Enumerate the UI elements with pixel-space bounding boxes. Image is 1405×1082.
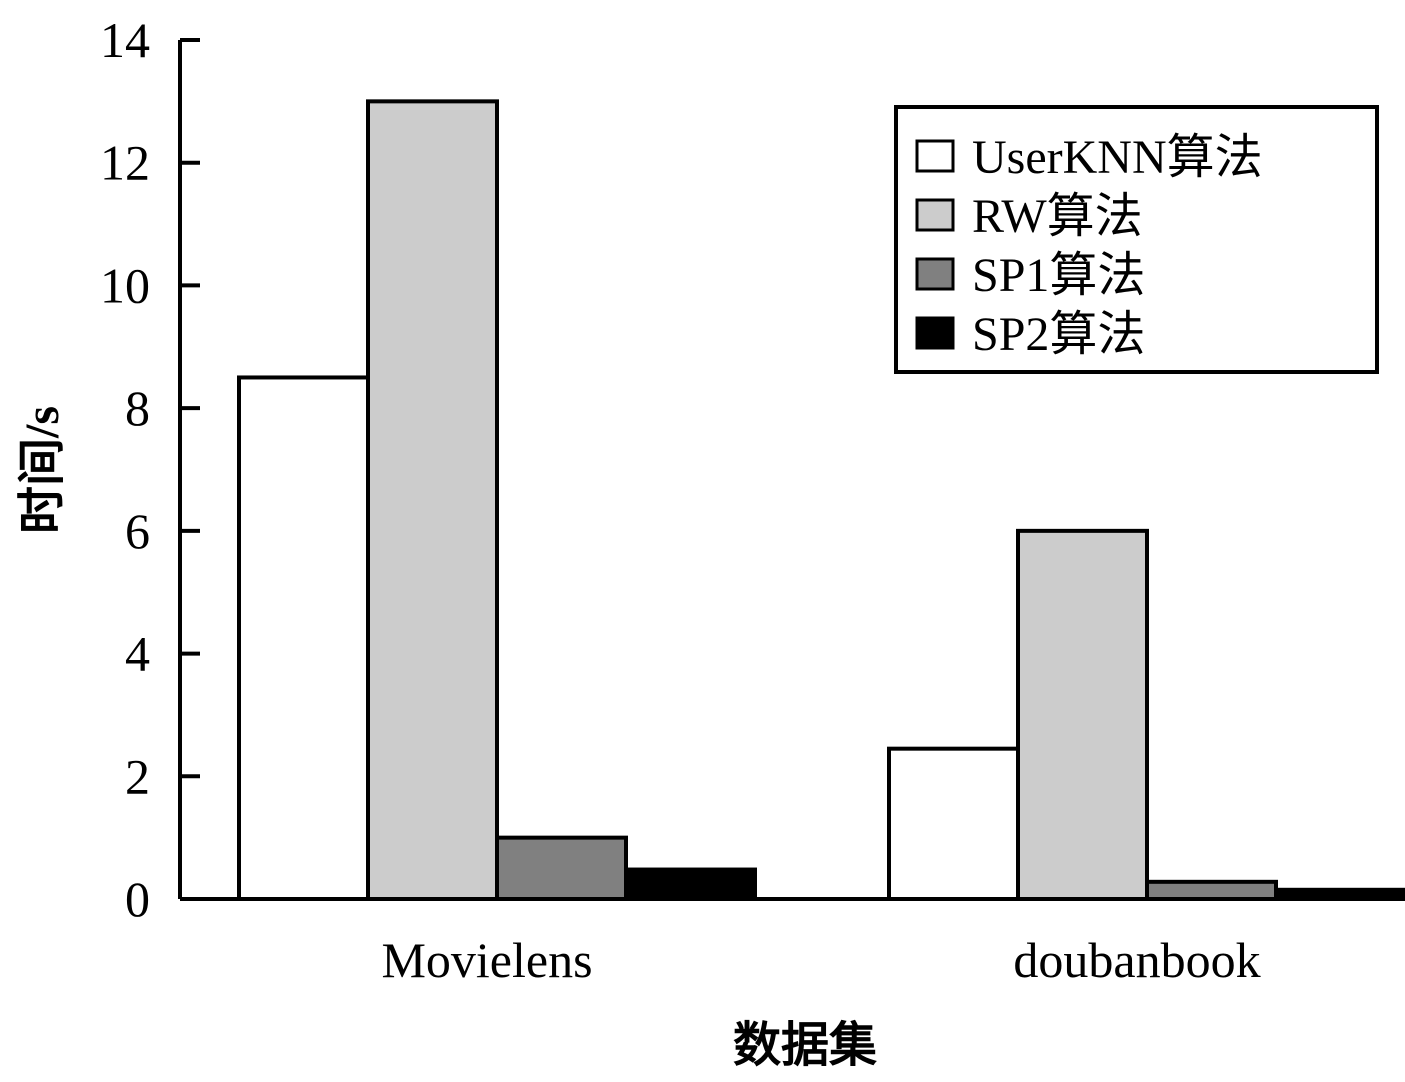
legend-swatch [915,257,955,291]
legend-frame [894,105,1379,374]
x-category-label: Movielens [381,932,592,988]
y-tick-label: 0 [125,871,150,927]
legend: UserKNN算法 RW算法 SP1算法 SP2算法 [894,105,1379,374]
y-tick-label: 8 [125,380,150,436]
bar-1-0 [887,746,1020,901]
legend-swatch [915,139,955,173]
x-category-labels: Movielens doubanbook [381,932,1260,988]
x-axis-title: 数据集 [733,1019,877,1072]
y-tick-label: 6 [125,503,150,559]
legend-label: UserKNN算法 [972,131,1263,184]
legend-label: RW算法 [972,190,1143,243]
y-tick-label: 2 [125,748,150,804]
y-tick-label: 4 [125,626,150,682]
x-category-label: doubanbook [1013,932,1260,988]
legend-label: SP2算法 [972,308,1145,361]
bar-0-3 [624,867,757,902]
y-tick-label: 12 [100,135,150,191]
y-tick-label: 10 [100,257,150,313]
bar-0-1 [366,99,499,902]
legend-swatch [915,198,955,232]
y-ticks: 0 2 4 6 8 10 12 14 [100,12,200,927]
bar-1-2 [1145,879,1278,902]
bar-0-0 [237,375,370,901]
axes-layer [178,40,1405,901]
bar-1-1 [1016,528,1149,901]
legend-items: UserKNN算法 RW算法 SP1算法 SP2算法 [915,131,1263,361]
y-tick-label: 14 [100,12,150,68]
bars-layer [237,99,1405,902]
bar-0-2 [495,835,628,902]
legend-swatch [915,316,955,350]
y-axis-title: 时间/s [16,406,69,534]
legend-label: SP1算法 [972,249,1145,302]
